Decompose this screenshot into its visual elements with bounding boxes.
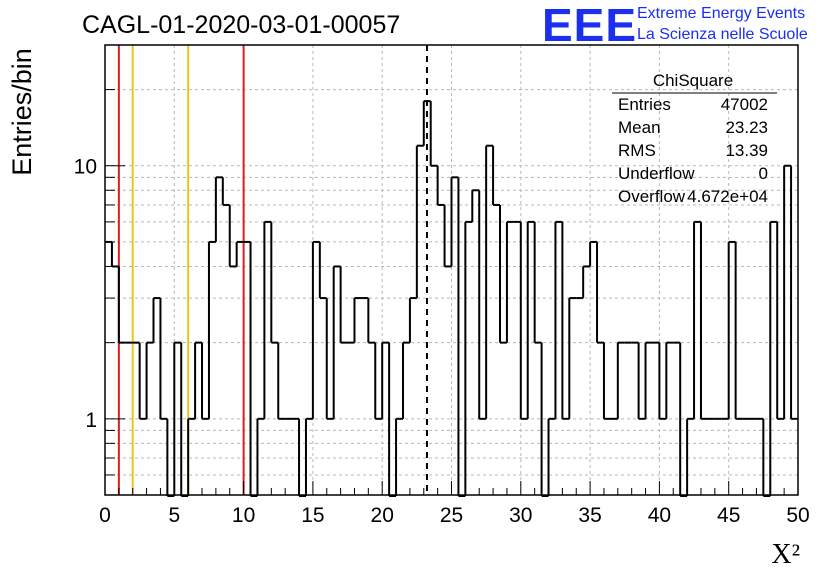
y-axis-label: Entries/bin xyxy=(7,48,37,176)
x-tick-label: 50 xyxy=(786,504,809,527)
y-tick-label: 10 xyxy=(74,156,97,179)
stats-label: Underflow xyxy=(618,164,695,183)
stats-value: 13.39 xyxy=(725,141,768,160)
x-tick-label: 45 xyxy=(717,504,740,527)
x-tick-label: 0 xyxy=(99,504,111,527)
x-axis-label: X² xyxy=(771,539,800,570)
stats-box: ChiSquare Entries 47002 Mean 23.23 RMS 13.39 U… xyxy=(612,71,777,206)
x-tick-label: 30 xyxy=(509,504,532,527)
x-tick-label: 15 xyxy=(301,504,324,527)
stats-title: ChiSquare xyxy=(653,71,733,90)
stats-value: 23.23 xyxy=(725,118,768,137)
x-tick-label: 20 xyxy=(371,504,394,527)
eee-logo-line1: Extreme Energy Events xyxy=(637,5,805,22)
stats-value: 4.672e+04 xyxy=(687,187,768,206)
x-tick-label: 40 xyxy=(648,504,671,527)
stats-label: Entries xyxy=(618,95,671,114)
chart-title: CAGL-01-2020-03-01-00057 xyxy=(82,11,400,39)
eee-logo-line2: La Scienza nelle Scuole xyxy=(637,26,808,43)
histogram-bins xyxy=(105,100,798,497)
stats-label: RMS xyxy=(618,141,656,160)
y-tick-labels: 1 10 xyxy=(74,156,97,432)
stats-label: Mean xyxy=(618,118,661,137)
eee-logo-mark: EEE xyxy=(542,0,637,51)
x-tick-label: 35 xyxy=(578,504,601,527)
x-tick-labels: 0 5 10 15 20 25 30 35 40 45 50 xyxy=(99,504,810,527)
grid-lines xyxy=(105,44,798,496)
eee-logo: EEE Extreme Energy Events La Scienza nel… xyxy=(542,0,808,51)
y-tick-label: 1 xyxy=(85,409,97,432)
stats-value: 0 xyxy=(759,164,768,183)
stats-label: Overflow xyxy=(618,187,686,206)
reference-lines xyxy=(117,45,428,495)
axis-ticks xyxy=(104,44,799,496)
x-tick-label: 10 xyxy=(232,504,255,527)
x-tick-label: 5 xyxy=(168,504,180,527)
stats-value: 47002 xyxy=(721,95,768,114)
x-tick-label: 25 xyxy=(440,504,463,527)
